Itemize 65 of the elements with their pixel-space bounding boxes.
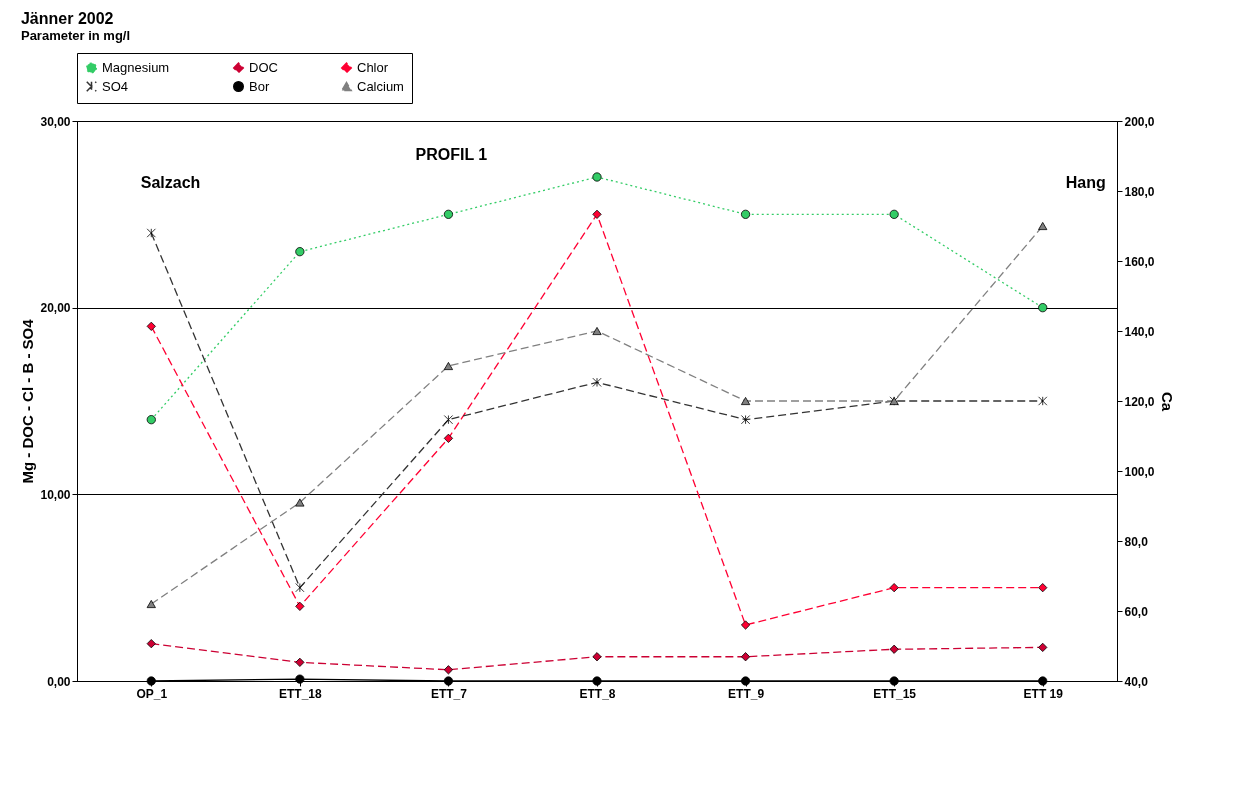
- legend-label: SO4: [102, 78, 129, 94]
- legend-label: Chlor: [357, 59, 389, 75]
- y2-axis-title: Ca: [1158, 391, 1176, 412]
- point: [889, 676, 899, 686]
- y2-tick-label: 180,0: [1124, 184, 1155, 199]
- point: [146, 639, 156, 649]
- point: [1038, 303, 1048, 313]
- y-tick-label: 30,00: [40, 114, 71, 129]
- x-tick-label: ETT_18: [279, 686, 323, 701]
- point: [443, 433, 454, 443]
- annotation: Hang: [1065, 173, 1106, 191]
- point: [592, 326, 602, 336]
- point: [740, 396, 751, 406]
- legend-label: DOC: [249, 59, 278, 75]
- point: [146, 599, 156, 609]
- x-tick-label: ETT 19: [1023, 686, 1064, 701]
- point: [889, 209, 899, 219]
- point: [1038, 583, 1048, 593]
- y2-tick-label: 60,0: [1124, 604, 1149, 619]
- point: [592, 676, 602, 686]
- y-tick-label: 10,00: [40, 487, 71, 502]
- point: [889, 583, 899, 593]
- point: [443, 361, 454, 371]
- legend-label: Bor: [249, 78, 270, 94]
- y-axis-title: Mg - DOC - Cl - B - SO4: [19, 318, 37, 484]
- y2-tick-label: 80,0: [1124, 534, 1149, 549]
- y2-tick-label: 100,0: [1124, 464, 1155, 479]
- point: [443, 209, 454, 219]
- x-tick-label: ETT_9: [728, 686, 765, 701]
- y-tick-label: 0,00: [47, 674, 71, 689]
- chart-subtitle: Parameter in mg/l: [20, 27, 131, 43]
- x-tick-label: ETT_15: [873, 686, 917, 701]
- y2-tick-label: 200,0: [1124, 114, 1155, 129]
- y2-tick-label: 40,0: [1124, 674, 1149, 689]
- point: [146, 415, 156, 425]
- point: [740, 620, 751, 630]
- point: [295, 657, 305, 667]
- y2-tick-label: 160,0: [1124, 254, 1155, 269]
- y-tick-label: 20,00: [40, 301, 71, 316]
- legend-label: Magnesium: [102, 59, 170, 75]
- annotation: PROFIL 1: [415, 145, 488, 163]
- chart-title: Jänner 2002: [20, 9, 114, 27]
- x-tick-label: ETT_8: [579, 686, 616, 701]
- y2-tick-label: 120,0: [1124, 394, 1155, 409]
- y2-tick-label: 140,0: [1124, 324, 1155, 339]
- point: [1038, 221, 1048, 231]
- point: [295, 601, 305, 611]
- x-tick-label: ETT_7: [430, 686, 468, 701]
- point: [592, 172, 602, 182]
- point: [740, 676, 751, 686]
- point: [443, 676, 454, 686]
- legend-label: Calcium: [357, 78, 404, 94]
- point: [295, 674, 305, 684]
- annotation: Salzach: [140, 173, 201, 191]
- point: [1038, 642, 1048, 652]
- point: [740, 209, 751, 219]
- point: [146, 321, 156, 331]
- point: [295, 498, 305, 507]
- point: [740, 652, 751, 662]
- point: [592, 652, 602, 662]
- point: [443, 665, 454, 675]
- point: [592, 209, 602, 219]
- point: [295, 247, 305, 257]
- point: [889, 644, 899, 654]
- x-tick-label: OP_1: [136, 686, 168, 701]
